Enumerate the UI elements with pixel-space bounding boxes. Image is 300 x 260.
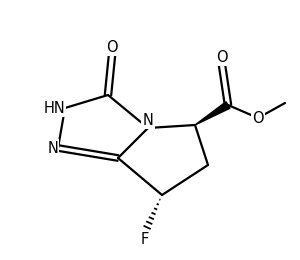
Text: O: O xyxy=(216,50,228,65)
Text: O: O xyxy=(252,110,264,126)
Text: F: F xyxy=(141,232,149,247)
Polygon shape xyxy=(195,102,230,125)
Text: N: N xyxy=(47,140,58,155)
Text: N: N xyxy=(142,113,153,128)
Text: O: O xyxy=(106,40,118,55)
Text: HN: HN xyxy=(43,101,65,115)
